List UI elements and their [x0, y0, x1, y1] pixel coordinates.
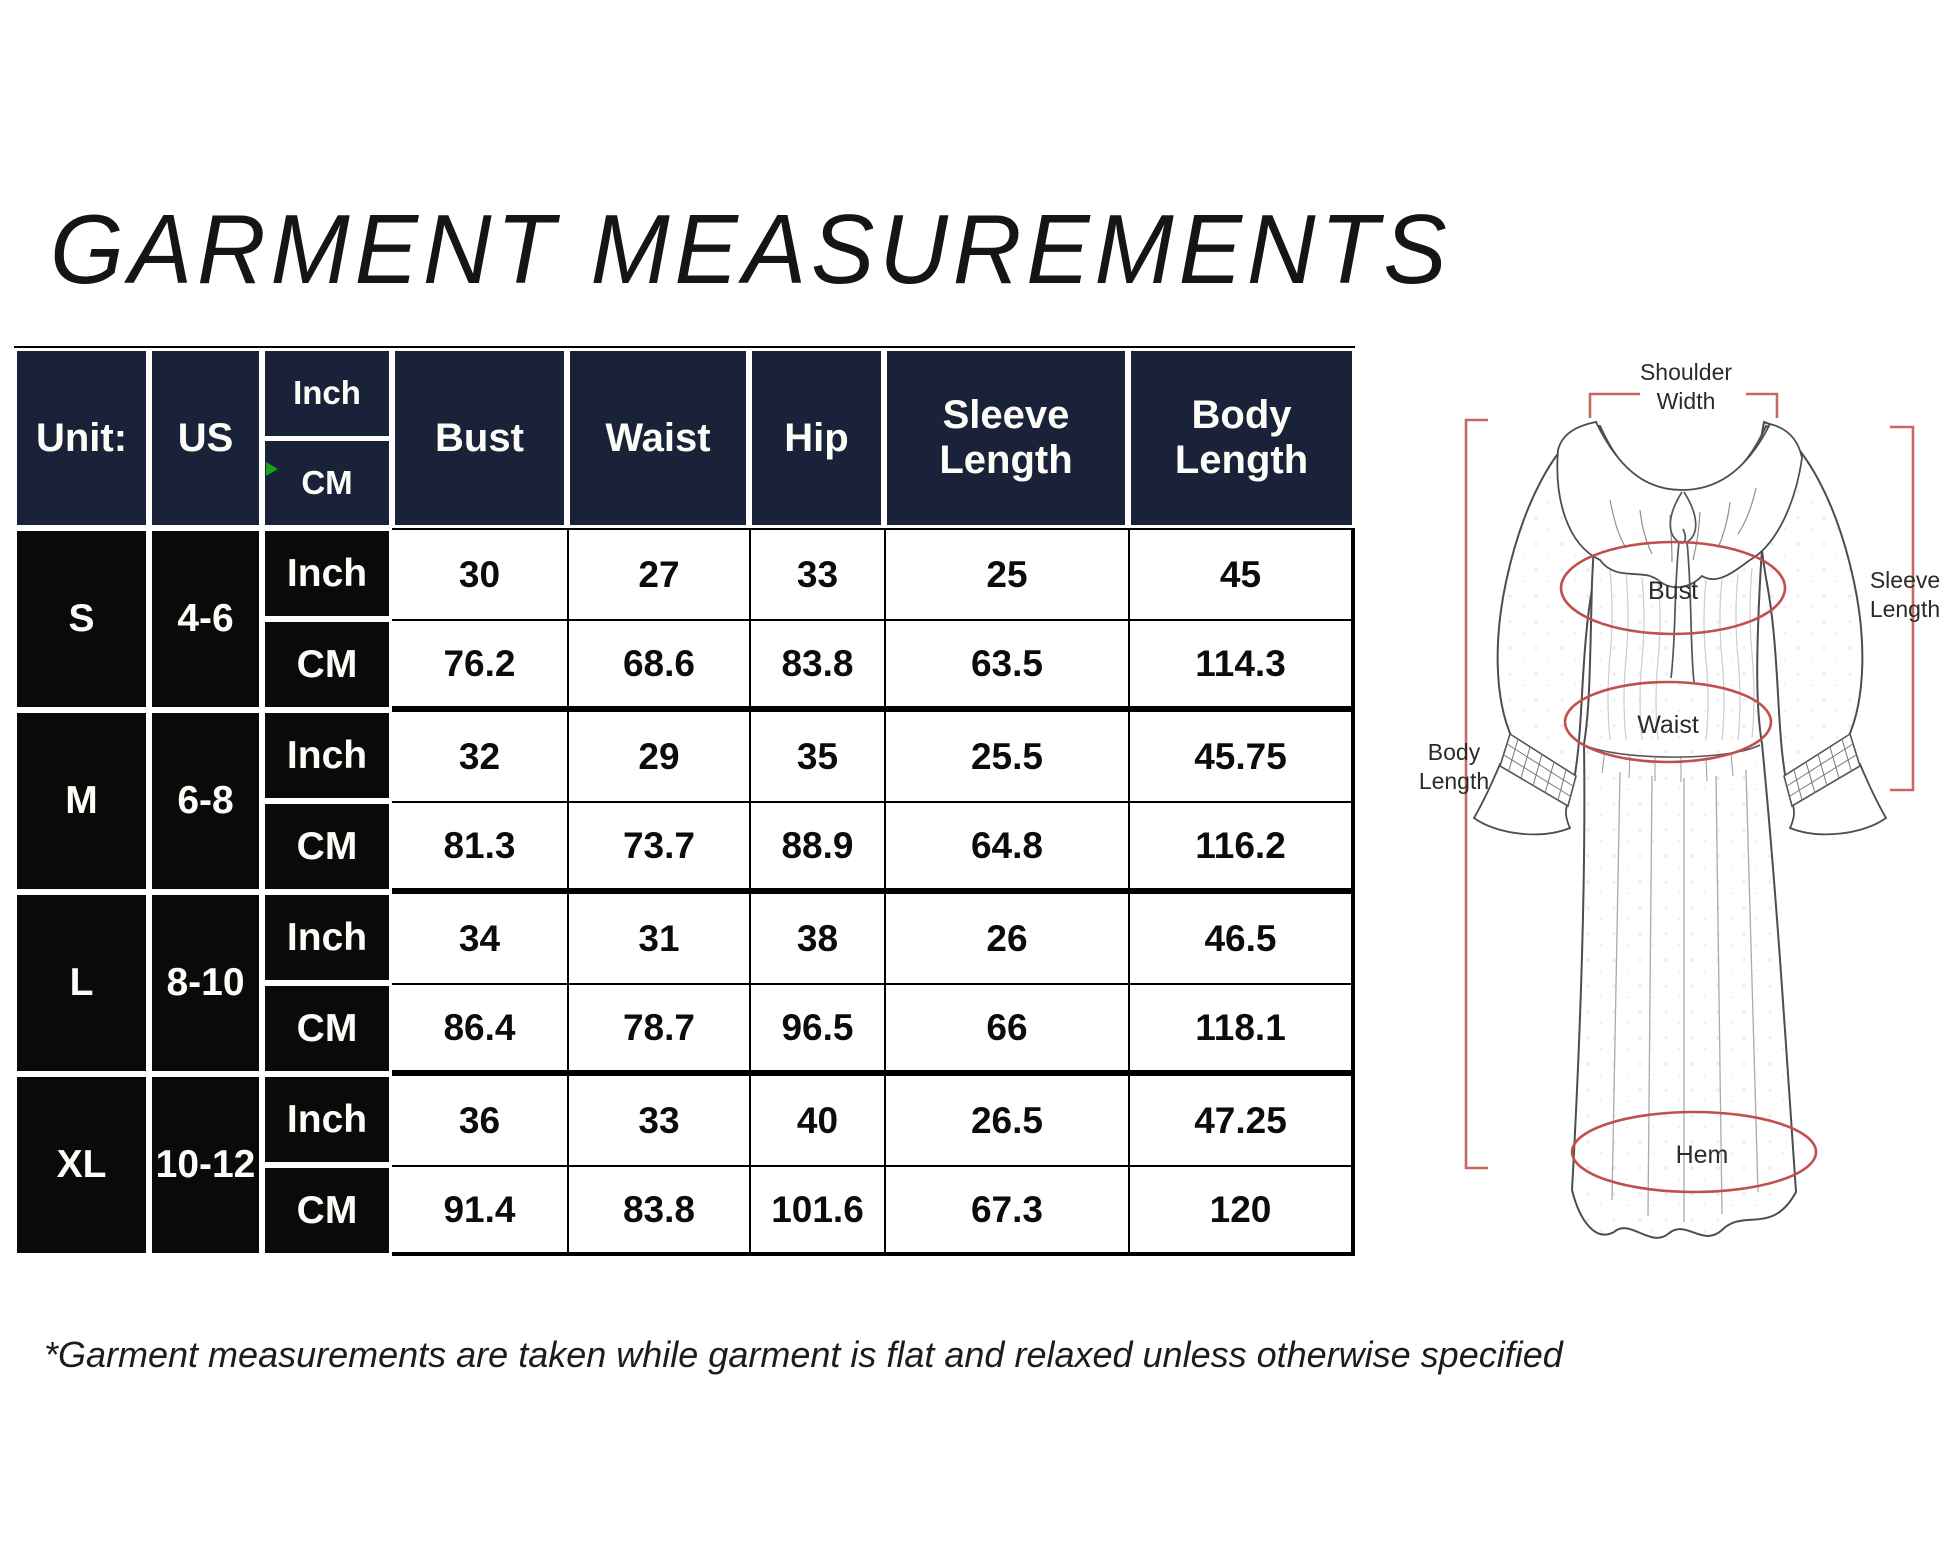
dress-measurement-diagram: Shoulder Width Body Length Sleeve Length…	[1400, 330, 1946, 1280]
header-cm: CM	[265, 440, 389, 525]
ruffle-collar	[1556, 420, 1803, 589]
value-cell: 114.3	[1128, 619, 1355, 710]
value-cell: 76.2	[392, 619, 567, 710]
value-cell: 78.7	[567, 983, 749, 1074]
value-cell: 81.3	[392, 801, 567, 892]
value-cell: 45.75	[1128, 710, 1355, 801]
value-cell: 83.8	[749, 619, 884, 710]
skirt-fold-lines	[1611, 769, 1759, 1222]
value-cell: 38	[749, 892, 884, 983]
value-cell: 46.5	[1128, 892, 1355, 983]
header-waist: Waist	[567, 348, 749, 528]
row-unit-cm: CM	[262, 1165, 392, 1256]
waist-gathers	[1601, 749, 1734, 782]
value-cell: 66	[884, 983, 1128, 1074]
value-cell: 64.8	[884, 801, 1128, 892]
value-cell: 63.5	[884, 619, 1128, 710]
value-cell: 33	[749, 528, 884, 619]
hem-label: Hem	[1675, 1141, 1729, 1169]
size-chart-table: Unit: US Inch CM Bust Waist Hip Sleeve L…	[14, 346, 1355, 1256]
shoulder-width-bracket	[1588, 392, 1779, 418]
value-cell: 33	[567, 1074, 749, 1165]
cell-flag-marker	[266, 462, 278, 476]
shirring-texture	[1607, 567, 1755, 741]
value-cell: 88.9	[749, 801, 884, 892]
header-bust: Bust	[392, 348, 567, 528]
waist-seam	[1585, 744, 1761, 758]
row-unit-inch: Inch	[262, 1074, 392, 1165]
size-cell-xl: XL	[14, 1074, 149, 1256]
value-cell: 120	[1128, 1165, 1355, 1256]
value-cell: 30	[392, 528, 567, 619]
row-unit-cm: CM	[262, 801, 392, 892]
value-cell: 26.5	[884, 1074, 1128, 1165]
value-cell: 31	[567, 892, 749, 983]
waist-measure-ellipse	[1563, 680, 1773, 764]
value-cell: 73.7	[567, 801, 749, 892]
value-cell: 83.8	[567, 1165, 749, 1256]
dress-sketch	[1464, 392, 1915, 1239]
bust-label: Bust	[1647, 577, 1699, 605]
value-cell: 118.1	[1128, 983, 1355, 1074]
value-cell: 29	[567, 710, 749, 801]
us-range-cell-xl: 10-12	[149, 1074, 262, 1256]
waist-label: Waist	[1637, 711, 1699, 739]
measurement-footnote: *Garment measurements are taken while ga…	[44, 1334, 1563, 1375]
value-cell: 47.25	[1128, 1074, 1355, 1165]
row-unit-inch: Inch	[262, 892, 392, 983]
value-cell: 68.6	[567, 619, 749, 710]
header-body-length: Body Length	[1128, 348, 1355, 528]
page-title: GARMENT MEASUREMENTS	[50, 194, 1452, 304]
header-inch: Inch	[265, 351, 389, 436]
size-cell-m: M	[14, 710, 149, 892]
value-cell: 116.2	[1128, 801, 1355, 892]
value-cell: 40	[749, 1074, 884, 1165]
value-cell: 86.4	[392, 983, 567, 1074]
value-cell: 91.4	[392, 1165, 567, 1256]
value-cell: 27	[567, 528, 749, 619]
value-cell: 25.5	[884, 710, 1128, 801]
value-cell: 45	[1128, 528, 1355, 619]
us-range-cell-m: 6-8	[149, 710, 262, 892]
value-cell: 96.5	[749, 983, 884, 1074]
value-cell: 25	[884, 528, 1128, 619]
value-cell: 35	[749, 710, 884, 801]
size-cell-l: L	[14, 892, 149, 1074]
row-unit-cm: CM	[262, 983, 392, 1074]
value-cell: 26	[884, 892, 1128, 983]
header-sleeve-length: Sleeve Length	[884, 348, 1128, 528]
value-cell: 67.3	[884, 1165, 1128, 1256]
value-cell: 34	[392, 892, 567, 983]
value-cell: 36	[392, 1074, 567, 1165]
hem-measure-ellipse	[1570, 1110, 1818, 1194]
us-range-cell-l: 8-10	[149, 892, 262, 1074]
row-unit-cm: CM	[262, 619, 392, 710]
header-unit-toggle: Inch CM	[262, 348, 392, 528]
header-us: US	[149, 348, 262, 528]
size-cell-s: S	[14, 528, 149, 710]
body-length-label: Body Length	[1418, 739, 1490, 794]
sleeve-length-bracket	[1890, 425, 1915, 792]
us-range-cell-s: 4-6	[149, 528, 262, 710]
value-cell: 101.6	[749, 1165, 884, 1256]
body-length-bracket	[1464, 418, 1488, 1170]
bust-measure-ellipse	[1559, 540, 1787, 636]
ruffle-detail-lines	[1609, 487, 1757, 563]
shoulder-width-label: Shoulder Width	[1639, 359, 1733, 414]
header-unit: Unit:	[14, 348, 149, 528]
sleeve-length-label: Sleeve Length	[1869, 567, 1941, 622]
header-hip: Hip	[749, 348, 884, 528]
row-unit-inch: Inch	[262, 710, 392, 801]
value-cell: 32	[392, 710, 567, 801]
row-unit-inch: Inch	[262, 528, 392, 619]
